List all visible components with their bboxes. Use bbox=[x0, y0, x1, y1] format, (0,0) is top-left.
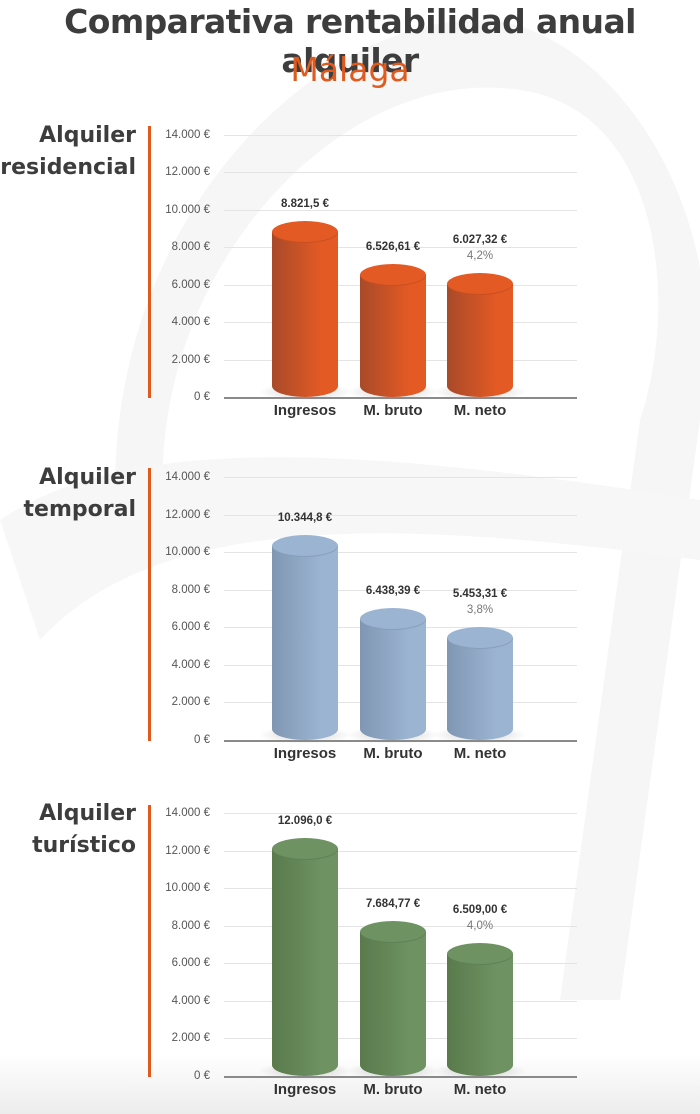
bar-top-cap bbox=[360, 920, 426, 943]
bar-value-label: 6.509,00 € bbox=[452, 903, 508, 916]
x-axis-category-label: M. bruto bbox=[363, 1081, 423, 1098]
y-axis-tick-label: 6.000 € bbox=[171, 621, 210, 633]
y-axis-tick-label: 4.000 € bbox=[171, 659, 210, 671]
bar-top-cap bbox=[447, 626, 513, 649]
page-subtitle-city: Málaga bbox=[290, 50, 410, 89]
x-axis-category-label: M. bruto bbox=[363, 745, 423, 762]
y-axis-tick-label: 4.000 € bbox=[171, 995, 210, 1007]
bar-m-bruto bbox=[360, 920, 426, 1076]
bar-top-cap bbox=[447, 942, 513, 965]
section-title-line1: Alquiler bbox=[39, 801, 136, 826]
gridline bbox=[224, 210, 577, 211]
y-axis-tick-label: 6.000 € bbox=[171, 279, 210, 291]
bar-value-label: 8.821,5 € bbox=[281, 197, 329, 210]
bar-ingresos bbox=[272, 837, 338, 1076]
section-title: Alquiler turístico bbox=[32, 798, 136, 862]
gridline bbox=[224, 172, 577, 173]
y-axis-tick-label: 8.000 € bbox=[171, 920, 210, 932]
section-title-line2: turístico bbox=[32, 833, 136, 858]
bar-body bbox=[360, 931, 426, 1076]
bottom-fade bbox=[0, 1054, 700, 1114]
bar-top-cap bbox=[360, 608, 426, 631]
bar-top-cap bbox=[272, 534, 338, 557]
x-axis-category-label: M. bruto bbox=[363, 402, 423, 419]
x-axis-category-label: M. neto bbox=[453, 402, 507, 419]
bar-body bbox=[272, 545, 338, 740]
x-axis-baseline bbox=[224, 397, 577, 399]
y-axis-tick-label: 4.000 € bbox=[171, 316, 210, 328]
y-axis-tick-label: 8.000 € bbox=[171, 584, 210, 596]
bar-value-label: 12.096,0 € bbox=[277, 814, 333, 827]
y-axis-tick-label: 2.000 € bbox=[171, 1032, 210, 1044]
y-axis-tick-label: 0 € bbox=[194, 391, 210, 403]
bar-m-bruto bbox=[360, 608, 426, 740]
y-axis-tick-label: 0 € bbox=[194, 1070, 210, 1082]
bar-m-neto bbox=[447, 942, 513, 1076]
net-yield-percent-label: 3,8% bbox=[466, 603, 494, 616]
y-axis-tick-label: 6.000 € bbox=[171, 957, 210, 969]
bar-m-bruto bbox=[360, 263, 426, 397]
x-axis-category-label: M. neto bbox=[453, 745, 507, 762]
net-yield-percent-label: 4,0% bbox=[466, 919, 494, 932]
bar-body bbox=[447, 284, 513, 397]
bar-body bbox=[360, 274, 426, 397]
bar-top-cap bbox=[272, 837, 338, 860]
bar-value-label: 6.027,32 € bbox=[452, 234, 508, 247]
x-axis-baseline bbox=[224, 740, 577, 742]
y-axis-tick-label: 2.000 € bbox=[171, 696, 210, 708]
section-title-line1: Alquiler bbox=[39, 123, 136, 148]
bar-m-neto bbox=[447, 273, 513, 397]
bar-value-label: 5.453,31 € bbox=[452, 587, 508, 600]
gridline bbox=[224, 135, 577, 136]
y-axis-tick-label: 14.000 € bbox=[165, 129, 210, 141]
bar-body bbox=[447, 637, 513, 740]
y-axis-tick-label: 14.000 € bbox=[165, 471, 210, 483]
x-axis-category-label: Ingresos bbox=[273, 1081, 337, 1098]
section-title: Alquiler temporal bbox=[24, 462, 136, 526]
y-axis-tick-label: 12.000 € bbox=[165, 509, 210, 521]
y-axis-tick-label: 12.000 € bbox=[165, 845, 210, 857]
bar-ingresos bbox=[272, 534, 338, 740]
y-axis-tick-label: 14.000 € bbox=[165, 807, 210, 819]
net-yield-percent-label: 4,2% bbox=[466, 250, 494, 263]
bar-value-label: 10.344,8 € bbox=[277, 511, 333, 524]
bar-body bbox=[360, 619, 426, 740]
bar-body bbox=[272, 231, 338, 397]
y-axis-tick-label: 10.000 € bbox=[165, 546, 210, 558]
y-axis-tick-label: 10.000 € bbox=[165, 204, 210, 216]
y-axis-tick-label: 2.000 € bbox=[171, 354, 210, 366]
bar-ingresos bbox=[272, 220, 338, 397]
y-axis-tick-label: 0 € bbox=[194, 734, 210, 746]
bar-body bbox=[447, 953, 513, 1076]
section-title-line1: Alquiler bbox=[39, 465, 136, 490]
section-title: Alquiler residencial bbox=[0, 120, 136, 184]
x-axis-category-label: Ingresos bbox=[273, 745, 337, 762]
section-title-line2: temporal bbox=[23, 497, 136, 522]
bar-top-cap bbox=[360, 263, 426, 286]
y-axis-tick-label: 10.000 € bbox=[165, 882, 210, 894]
bar-top-cap bbox=[272, 220, 338, 243]
gridline bbox=[224, 477, 577, 478]
section-title-line2: residencial bbox=[0, 155, 136, 180]
x-axis-category-label: Ingresos bbox=[273, 402, 337, 419]
x-axis-baseline bbox=[224, 1076, 577, 1078]
x-axis-category-label: M. neto bbox=[453, 1081, 507, 1098]
y-axis-tick-label: 12.000 € bbox=[165, 166, 210, 178]
bar-m-neto bbox=[447, 626, 513, 740]
bar-body bbox=[272, 848, 338, 1076]
y-axis-tick-label: 8.000 € bbox=[171, 241, 210, 253]
